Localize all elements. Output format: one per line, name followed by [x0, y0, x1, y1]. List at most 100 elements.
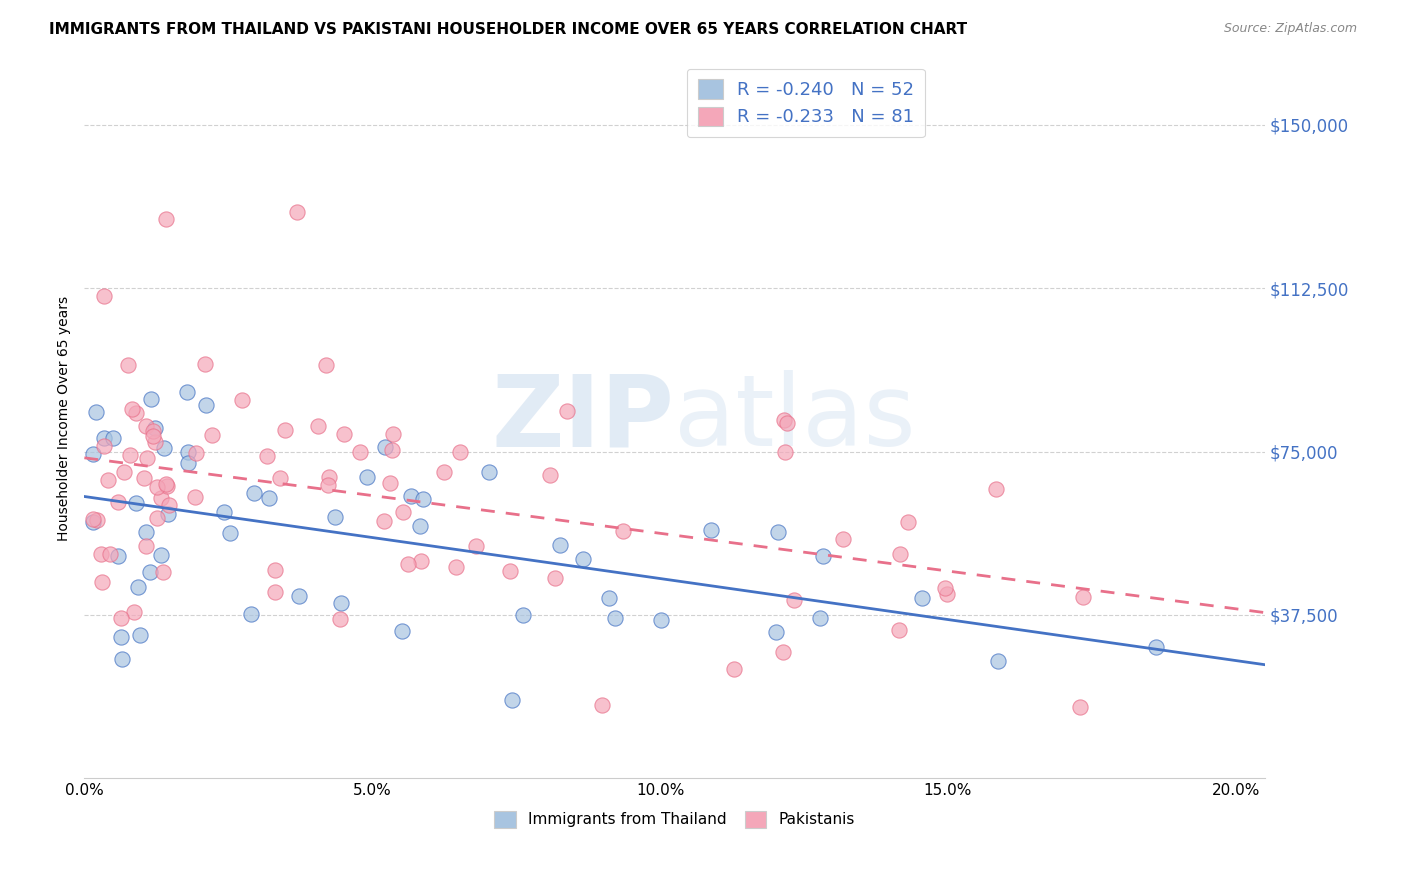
- Point: [156, 479, 179, 493]
- Point: [176, 384, 198, 399]
- Point: [887, 623, 910, 637]
- Point: [499, 564, 522, 578]
- Point: [773, 413, 796, 427]
- Point: [90, 574, 112, 589]
- Point: [287, 205, 309, 219]
- Point: [1071, 591, 1094, 605]
- Point: [257, 491, 280, 505]
- Point: [307, 418, 329, 433]
- Point: [121, 402, 143, 417]
- Point: [548, 538, 571, 552]
- Point: [783, 592, 806, 607]
- Point: [97, 473, 120, 487]
- Point: [378, 476, 401, 491]
- Point: [723, 662, 745, 676]
- Point: [538, 467, 561, 482]
- Point: [409, 518, 432, 533]
- Point: [1069, 699, 1091, 714]
- Point: [889, 547, 911, 561]
- Point: [512, 607, 534, 622]
- Point: [356, 470, 378, 484]
- Point: [90, 548, 112, 562]
- Point: [333, 427, 356, 442]
- Point: [150, 548, 173, 562]
- Point: [184, 446, 207, 460]
- Point: [157, 498, 180, 512]
- Text: ZIP: ZIP: [492, 370, 675, 467]
- Point: [111, 652, 134, 666]
- Point: [212, 505, 235, 519]
- Point: [98, 547, 121, 561]
- Point: [287, 589, 309, 603]
- Point: [263, 585, 285, 599]
- Point: [219, 525, 242, 540]
- Point: [124, 496, 146, 510]
- Point: [392, 505, 415, 519]
- Point: [813, 549, 835, 564]
- Point: [125, 406, 148, 420]
- Point: [316, 477, 339, 491]
- Point: [153, 441, 176, 455]
- Point: [772, 645, 794, 659]
- Point: [201, 427, 224, 442]
- Point: [120, 448, 142, 462]
- Point: [897, 515, 920, 529]
- Point: [82, 512, 104, 526]
- Point: [591, 698, 613, 713]
- Point: [449, 444, 471, 458]
- Point: [315, 358, 337, 372]
- Point: [242, 486, 264, 500]
- Point: [93, 289, 115, 303]
- Point: [1144, 640, 1167, 655]
- Point: [231, 392, 253, 407]
- Point: [177, 445, 200, 459]
- Point: [142, 429, 165, 443]
- Point: [776, 417, 799, 431]
- Point: [194, 358, 217, 372]
- Point: [274, 423, 297, 437]
- Point: [82, 447, 104, 461]
- Point: [325, 509, 347, 524]
- Point: [93, 431, 115, 445]
- Point: [177, 456, 200, 470]
- Point: [544, 571, 567, 585]
- Point: [143, 421, 166, 435]
- Point: [329, 612, 352, 626]
- Point: [374, 440, 396, 454]
- Point: [155, 476, 177, 491]
- Point: [141, 392, 163, 406]
- Point: [132, 471, 155, 485]
- Point: [145, 480, 167, 494]
- Point: [184, 491, 207, 505]
- Point: [101, 431, 124, 445]
- Point: [124, 605, 146, 619]
- Point: [107, 549, 129, 563]
- Point: [135, 539, 157, 553]
- Point: [765, 625, 787, 640]
- Point: [330, 596, 353, 610]
- Point: [110, 610, 132, 624]
- Point: [135, 450, 157, 465]
- Point: [84, 405, 107, 419]
- Point: [135, 419, 157, 434]
- Point: [411, 553, 433, 567]
- Point: [129, 628, 152, 642]
- Point: [82, 515, 104, 529]
- Point: [464, 539, 486, 553]
- Point: [112, 465, 135, 479]
- Point: [773, 445, 796, 459]
- Y-axis label: Householder Income Over 65 years: Householder Income Over 65 years: [58, 296, 72, 541]
- Point: [446, 559, 468, 574]
- Point: [142, 424, 165, 438]
- Point: [86, 514, 108, 528]
- Text: atlas: atlas: [675, 370, 917, 467]
- Point: [107, 495, 129, 509]
- Point: [139, 565, 162, 579]
- Point: [381, 443, 404, 458]
- Point: [156, 508, 179, 522]
- Point: [935, 586, 957, 600]
- Point: [149, 491, 172, 505]
- Point: [127, 580, 149, 594]
- Point: [117, 358, 139, 372]
- Point: [650, 613, 672, 627]
